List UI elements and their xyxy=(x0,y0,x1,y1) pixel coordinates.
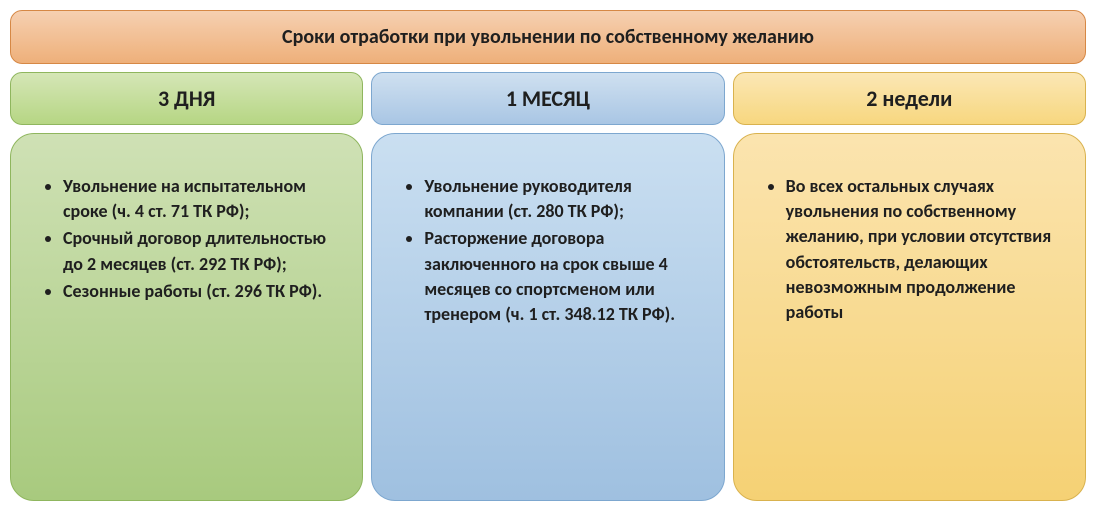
column-header-label: 3 ДНЯ xyxy=(158,85,215,112)
column-header-label: 1 МЕСЯЦ xyxy=(506,85,590,112)
column-header-two-weeks: 2 недели xyxy=(733,72,1086,125)
list-item: Срочный договор длительностью до 2 месяц… xyxy=(63,226,338,276)
column-list: Во всех остальных случаях увольнения по … xyxy=(758,174,1061,325)
columns-row: 3 ДНЯ Увольнение на испытательном сроке (… xyxy=(10,72,1086,501)
column-header-three-days: 3 ДНЯ xyxy=(10,72,363,125)
list-item: Сезонные работы (ст. 296 ТК РФ). xyxy=(63,279,338,304)
column-three-days: 3 ДНЯ Увольнение на испытательном сроке (… xyxy=(10,72,363,501)
main-title-text: Сроки отработки при увольнении по собств… xyxy=(282,25,814,49)
column-list: Увольнение руководителя компании (ст. 28… xyxy=(396,174,699,327)
list-item: Расторжение договора заключенного на сро… xyxy=(424,226,699,327)
column-two-weeks: 2 недели Во всех остальных случаях увольн… xyxy=(733,72,1086,501)
list-item: Увольнение руководителя компании (ст. 28… xyxy=(424,174,699,224)
column-body-one-month: Увольнение руководителя компании (ст. 28… xyxy=(371,133,724,501)
column-header-one-month: 1 МЕСЯЦ xyxy=(371,72,724,125)
list-item: Во всех остальных случаях увольнения по … xyxy=(786,174,1061,325)
column-body-three-days: Увольнение на испытательном сроке (ч. 4 … xyxy=(10,133,363,501)
column-one-month: 1 МЕСЯЦ Увольнение руководителя компании … xyxy=(371,72,724,501)
column-body-two-weeks: Во всех остальных случаях увольнения по … xyxy=(733,133,1086,501)
column-list: Увольнение на испытательном сроке (ч. 4 … xyxy=(35,174,338,304)
infographic-root: Сроки отработки при увольнении по собств… xyxy=(10,10,1086,501)
column-header-label: 2 недели xyxy=(866,85,952,112)
main-title: Сроки отработки при увольнении по собств… xyxy=(10,10,1086,64)
list-item: Увольнение на испытательном сроке (ч. 4 … xyxy=(63,174,338,224)
